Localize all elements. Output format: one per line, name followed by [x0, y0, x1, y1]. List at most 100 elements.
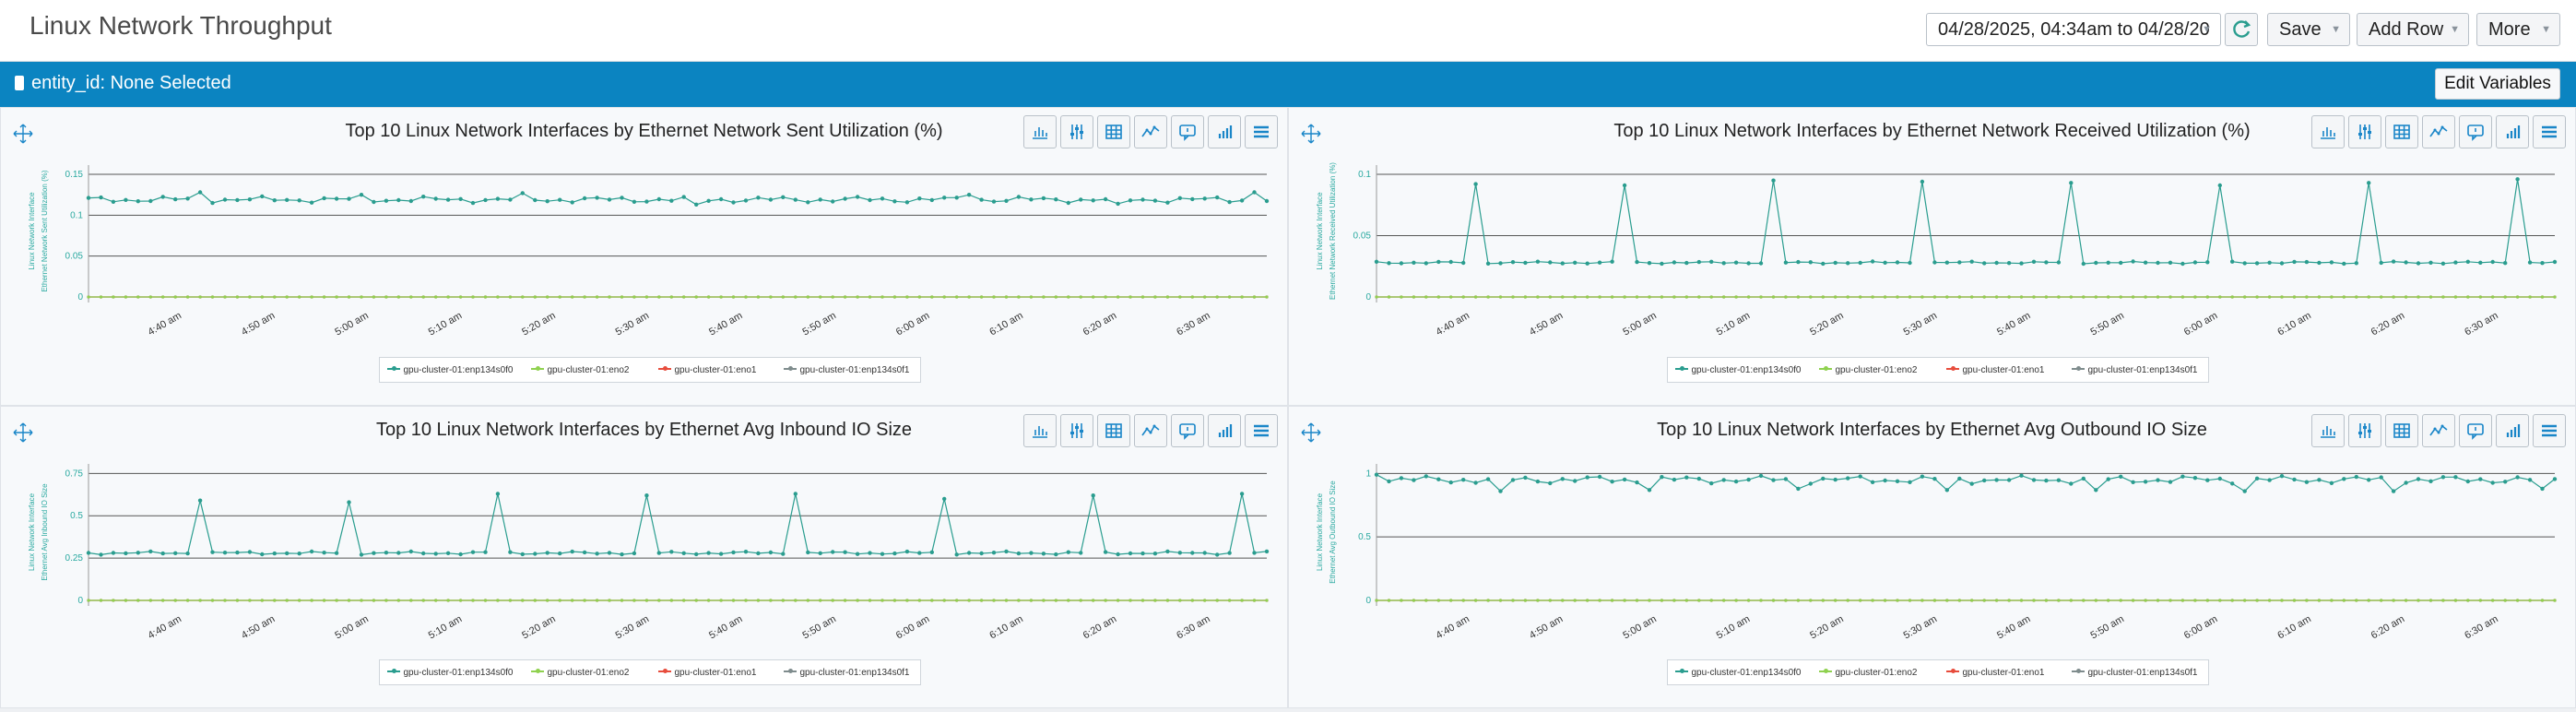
line-chart-button[interactable]	[2422, 414, 2455, 447]
data-point	[1264, 198, 1270, 204]
legend-item[interactable]: gpu-cluster-01:eno2	[1818, 365, 1917, 375]
line-chart-button[interactable]	[1134, 115, 1167, 148]
legend-item[interactable]: gpu-cluster-01:enp134s0f1	[783, 668, 909, 678]
menu-button[interactable]	[2533, 115, 2566, 148]
column-chart-button[interactable]	[1208, 115, 1241, 148]
line-chart-button[interactable]	[2422, 115, 2455, 148]
column-chart-button[interactable]	[2496, 414, 2529, 447]
data-point	[2552, 477, 2558, 481]
move-handle-icon[interactable]	[12, 123, 34, 145]
panel-toolbar	[2311, 115, 2570, 152]
edit-variables-button[interactable]: Edit Variables	[2435, 68, 2560, 100]
data-point	[2119, 295, 2122, 299]
data-point	[570, 549, 574, 554]
data-point	[596, 295, 599, 299]
series-line	[1376, 179, 2556, 265]
data-point	[1846, 476, 1850, 481]
refresh-button[interactable]	[2225, 13, 2258, 46]
legend-item[interactable]: gpu-cluster-01:eno2	[1818, 668, 1917, 678]
comment-button[interactable]	[1171, 115, 1204, 148]
legend-item[interactable]: gpu-cluster-01:eno1	[1945, 668, 2044, 678]
data-point	[309, 200, 314, 205]
legend-item[interactable]: gpu-cluster-01:enp134s0f1	[2071, 668, 2197, 678]
data-point	[1920, 179, 1925, 184]
bar-chart-button[interactable]	[2311, 414, 2345, 447]
menu-button[interactable]	[2533, 414, 2566, 447]
data-point	[2255, 295, 2259, 299]
chevron-down-icon: ▼	[2202, 24, 2212, 35]
data-point	[298, 295, 301, 299]
data-point	[1116, 552, 1120, 557]
table-button[interactable]	[2385, 115, 2418, 148]
data-point	[831, 599, 834, 602]
legend-item[interactable]: gpu-cluster-01:enp134s0f0	[1674, 365, 1801, 375]
legend-item[interactable]: gpu-cluster-01:eno1	[1945, 365, 2044, 375]
line-chart-icon	[1141, 125, 1160, 137]
comment-button[interactable]	[1171, 414, 1204, 447]
data-point	[173, 551, 178, 555]
data-point	[1265, 599, 1269, 602]
data-point	[2081, 261, 2086, 267]
save-button[interactable]: Save ▼	[2267, 13, 2350, 46]
data-point	[260, 599, 264, 602]
data-point	[124, 599, 127, 602]
data-point	[1696, 476, 1701, 481]
bar-chart-button[interactable]	[1023, 414, 1057, 447]
sliders-button[interactable]	[1060, 115, 1093, 148]
move-handle-icon[interactable]	[12, 421, 34, 444]
data-point	[1895, 260, 1900, 265]
data-point	[1190, 599, 1194, 602]
entity-filter[interactable]: entity_id: None Selected	[15, 73, 231, 94]
table-button[interactable]	[1097, 414, 1130, 447]
legend-item[interactable]: gpu-cluster-01:enp134s0f0	[1674, 668, 1801, 678]
legend-item[interactable]: gpu-cluster-01:enp134s0f0	[386, 365, 513, 375]
sliders-button[interactable]	[2348, 115, 2381, 148]
add-row-button[interactable]: Add Row ▼	[2357, 13, 2469, 46]
data-point	[1066, 550, 1071, 554]
time-range-picker[interactable]: 04/28/2025, 04:34am to 04/28/20 ▼	[1926, 13, 2221, 46]
line-chart-button[interactable]	[1134, 414, 1167, 447]
data-point	[991, 551, 997, 555]
column-chart-button[interactable]	[1208, 414, 1241, 447]
data-point	[1611, 599, 1614, 602]
data-point	[892, 295, 897, 299]
more-button[interactable]: More ▼	[2476, 13, 2560, 46]
data-point	[2441, 599, 2445, 602]
sliders-button[interactable]	[2348, 414, 2381, 447]
data-point	[2490, 481, 2495, 485]
y-axis-title: Linux Network Interface	[1316, 192, 1324, 270]
data-point	[1523, 475, 1528, 481]
move-handle-icon[interactable]	[1300, 123, 1322, 145]
comment-button[interactable]	[2459, 115, 2492, 148]
data-point	[2404, 260, 2408, 265]
data-point	[1424, 261, 1428, 266]
sliders-button[interactable]	[1060, 414, 1093, 447]
y-tick-label: 0.25	[65, 553, 84, 564]
bar-chart-button[interactable]	[1023, 115, 1057, 148]
legend-item[interactable]: gpu-cluster-01:enp134s0f0	[386, 668, 513, 678]
data-point	[558, 599, 561, 602]
menu-button[interactable]	[1245, 115, 1278, 148]
data-point	[2168, 599, 2172, 602]
bar-chart-button[interactable]	[2311, 115, 2345, 148]
chart-panel: Top 10 Linux Network Interfaces by Ether…	[1288, 107, 2576, 406]
legend-item[interactable]: gpu-cluster-01:enp134s0f1	[2071, 365, 2197, 375]
data-point	[868, 599, 872, 602]
legend-item[interactable]: gpu-cluster-01:eno2	[530, 365, 629, 375]
data-point	[2044, 260, 2049, 265]
data-point	[1635, 259, 1639, 265]
data-point	[322, 196, 326, 201]
menu-button[interactable]	[1245, 414, 1278, 447]
legend-item[interactable]: gpu-cluster-01:eno1	[657, 365, 756, 375]
table-button[interactable]	[2385, 414, 2418, 447]
legend-item[interactable]: gpu-cluster-01:enp134s0f1	[783, 365, 909, 375]
table-button[interactable]	[1097, 115, 1130, 148]
legend-item[interactable]: gpu-cluster-01:eno1	[657, 668, 756, 678]
legend-item[interactable]: gpu-cluster-01:eno2	[530, 668, 629, 678]
data-point	[2503, 599, 2507, 602]
data-point	[681, 195, 686, 199]
move-handle-icon[interactable]	[1300, 421, 1322, 444]
column-chart-button[interactable]	[2496, 115, 2529, 148]
y-axis-title: Linux Network Interface	[28, 492, 36, 571]
comment-button[interactable]	[2459, 414, 2492, 447]
